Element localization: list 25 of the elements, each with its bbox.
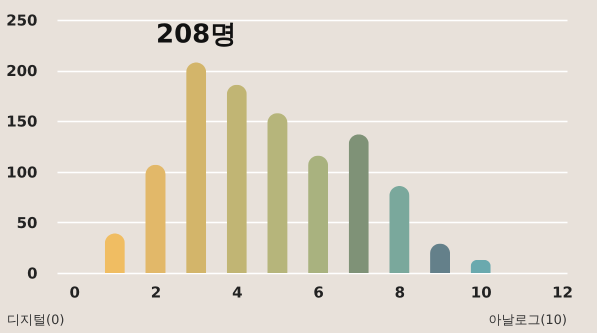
- bar: [145, 164, 166, 273]
- bar: [267, 113, 288, 273]
- x-tick-label: 8: [394, 284, 406, 302]
- data-label: 208명: [156, 20, 236, 50]
- x-tick-label: 0: [69, 284, 80, 302]
- x-tick-label: 12: [552, 284, 573, 302]
- y-tick-label: 0: [27, 264, 38, 282]
- y-tick-label: 200: [6, 62, 38, 80]
- bar: [104, 234, 125, 273]
- y-tick-label: 50: [16, 214, 38, 232]
- y-tick-label: 150: [6, 112, 38, 131]
- text: 아날로그(10): [488, 313, 567, 328]
- text: 디지털(0): [7, 313, 64, 328]
- bar: [389, 186, 410, 273]
- bar: [186, 62, 206, 273]
- bar: [226, 84, 247, 273]
- bar: [348, 134, 369, 273]
- x-tick-label: 6: [313, 284, 324, 302]
- y-tick-label: 100: [6, 163, 38, 182]
- x-tick-label: 4: [232, 284, 243, 302]
- bar: [308, 156, 328, 273]
- x-tick-label: 10: [470, 284, 492, 302]
- x-tick-label: 2: [150, 284, 162, 302]
- bar: [430, 244, 450, 273]
- y-tick-label: 250: [6, 12, 38, 30]
